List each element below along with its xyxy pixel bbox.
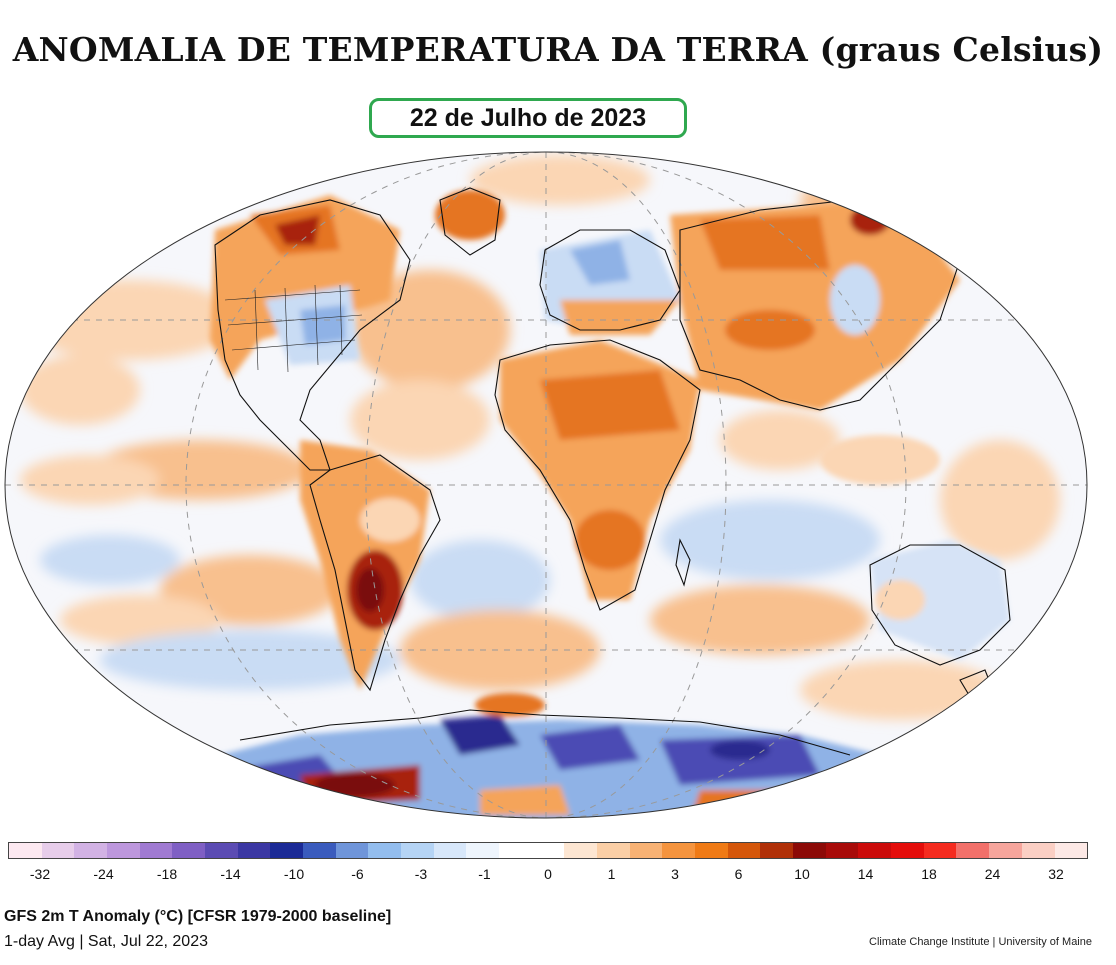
colorbar-swatch xyxy=(858,843,892,858)
colorbar-tick-label: 14 xyxy=(857,866,874,882)
anomaly-blobs xyxy=(20,155,1060,720)
colorbar-tick-label: -10 xyxy=(283,866,305,882)
colorbar-swatch xyxy=(564,843,598,858)
colorbar-tick-label: -1 xyxy=(478,866,491,882)
credit-text: Climate Change Institute | University of… xyxy=(869,936,1092,948)
date-label: 22 de Julho de 2023 xyxy=(369,98,687,138)
colorbar-swatch xyxy=(205,843,238,858)
anomaly-map-svg xyxy=(4,151,1088,819)
colorbar-swatch xyxy=(1021,843,1055,858)
colorbar-swatch xyxy=(74,843,108,858)
colorbar-tick-label: -32 xyxy=(29,866,51,882)
colorbar-swatch xyxy=(923,843,957,858)
colorbar-swatch xyxy=(531,843,565,858)
colorbar-swatch xyxy=(41,843,75,858)
colorbar-tick-label: -6 xyxy=(351,866,364,882)
colorbar-tick-label: 10 xyxy=(794,866,810,882)
colorbar-swatch xyxy=(793,843,826,858)
colorbar-swatch xyxy=(335,843,369,858)
colorbar-tick-label: 3 xyxy=(671,866,679,882)
land-anomaly xyxy=(210,190,1010,690)
colorbar-swatch xyxy=(989,843,1022,858)
colorbar-swatch xyxy=(401,843,434,858)
graticule xyxy=(5,152,1087,818)
colorbar-tick-label: -18 xyxy=(156,866,178,882)
colorbar-tick-label: 0 xyxy=(544,866,552,882)
colorbar-ticks: -32 -24 -18 -14 -10 -6 -3 -1 0 1 3 6 10 14 18 24 32 xyxy=(8,866,1088,886)
colorbar-swatch xyxy=(237,843,271,858)
colorbar-tick-label: 18 xyxy=(921,866,937,882)
colorbar-swatch xyxy=(270,843,304,858)
globe-outline xyxy=(4,151,1088,819)
colorbar-swatch xyxy=(825,843,859,858)
colorbar-swatch xyxy=(760,843,794,858)
anomaly-field xyxy=(5,152,1087,818)
colorbar-swatch xyxy=(499,843,532,858)
averaging-date: 1-day Avg | Sat, Jul 22, 2023 xyxy=(4,933,208,950)
colorbar-swatch xyxy=(956,843,990,858)
colorbar-swatch xyxy=(433,843,467,858)
colorbar-tick-label: 1 xyxy=(607,866,616,882)
colorbar-swatch xyxy=(727,843,761,858)
colorbar-tick-label: 24 xyxy=(984,866,1001,882)
colorbar-swatch xyxy=(9,843,42,858)
colorbar-swatch xyxy=(139,843,173,858)
colorbar-swatch xyxy=(466,843,500,858)
colorbar-tick-label: 32 xyxy=(1048,866,1064,882)
colorbar-swatch xyxy=(107,843,140,858)
colorbar-tick-label: 6 xyxy=(734,866,743,882)
colorbar-swatch xyxy=(303,843,336,858)
state-borders xyxy=(224,284,363,373)
colorbar-swatch xyxy=(1054,843,1088,858)
colorbar xyxy=(8,842,1088,859)
colorbar-tick-label: -24 xyxy=(93,866,114,882)
colorbar-swatch xyxy=(629,843,663,858)
colorbar-swatch xyxy=(695,843,728,858)
colorbar-tick-label: -14 xyxy=(220,866,241,882)
colorbar-swatch xyxy=(597,843,630,858)
map-title: ANOMALIA DE TEMPERATURA DA TERRA (graus … xyxy=(12,30,1104,69)
colorbar-swatch xyxy=(368,843,402,858)
model-description: GFS 2m T Anomaly (°C) [CFSR 1979-2000 ba… xyxy=(4,908,392,925)
colorbar-swatch xyxy=(662,843,696,858)
colorbar-swatch xyxy=(891,843,924,858)
colorbar-swatch xyxy=(172,843,206,858)
world-map xyxy=(0,150,1116,827)
colorbar-tick-label: -3 xyxy=(414,866,428,882)
